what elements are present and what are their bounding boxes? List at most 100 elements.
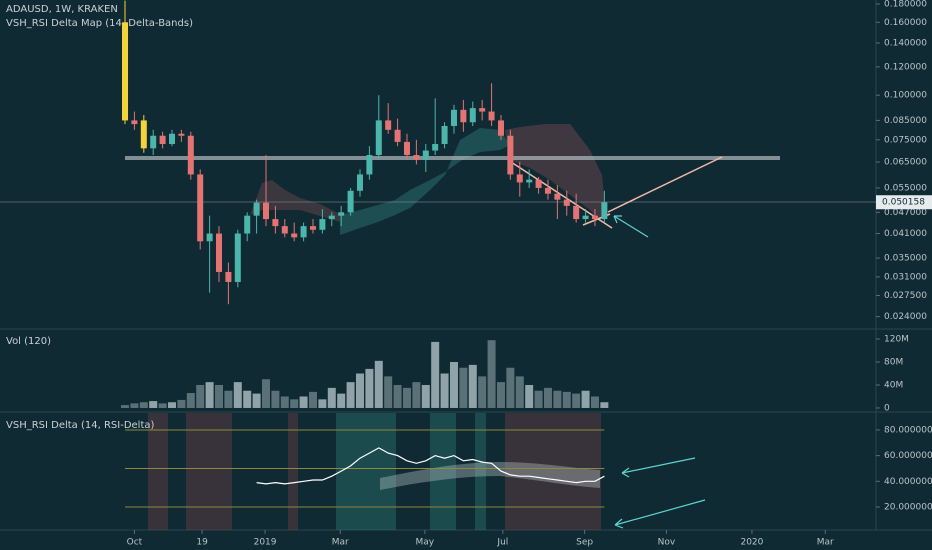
x-tick-label: Sep: [576, 538, 593, 548]
price-label-box: [876, 195, 932, 210]
volume-bar: [158, 403, 167, 408]
candle-body: [187, 135, 194, 175]
volume-bar: [271, 390, 280, 408]
volume-bar: [205, 382, 214, 408]
volume-bar: [261, 379, 270, 408]
volume-bar: [308, 391, 317, 408]
delta-band: [505, 124, 605, 222]
y-tick-label: 0.140000: [884, 38, 927, 48]
candle-body: [469, 108, 476, 123]
volume-bar: [412, 382, 421, 408]
volume-bar: [121, 405, 130, 408]
x-tick-label: May: [416, 538, 435, 548]
arrow: [621, 457, 696, 478]
y-tick-label: 0.120000: [884, 62, 927, 72]
y-tick-label: 0.047000: [884, 208, 927, 218]
volume-bar: [327, 387, 336, 408]
x-tick-label: 2019: [254, 538, 277, 548]
candle-body: [441, 125, 448, 145]
candle-body: [497, 120, 504, 136]
volume-bar: [534, 390, 543, 408]
volume-bar: [139, 402, 148, 408]
state-region: [475, 413, 486, 530]
volume-bar: [496, 382, 505, 408]
candle-body: [206, 233, 213, 242]
volume-bar: [572, 393, 581, 408]
volume-bar: [478, 376, 487, 408]
y-tick-label: 120M: [884, 335, 909, 345]
volume-bar: [431, 341, 440, 408]
volume-bar: [233, 382, 242, 408]
x-tick-label: Mar: [332, 538, 349, 548]
candle-body: [479, 108, 486, 112]
candle-body: [328, 215, 335, 220]
y-tick-label: 0.180000: [884, 0, 927, 9]
volume-bar: [553, 390, 562, 408]
candle-body: [422, 150, 429, 160]
volume-bar: [355, 373, 364, 408]
y-tick-label: 0.065000: [884, 158, 927, 168]
y-tick-label: 0.100000: [884, 91, 927, 101]
x-tick-label: Mar: [817, 538, 834, 548]
candle-body: [281, 226, 288, 234]
y-tick-label: 0.031000: [884, 272, 927, 282]
y-tick-label: 40.000000: [884, 477, 932, 487]
candle-body: [169, 133, 176, 145]
pane-title: Vol (120): [6, 336, 51, 347]
candle-body: [244, 215, 251, 234]
x-tick-label: Jul: [496, 538, 508, 548]
y-tick-label: 80.000000: [884, 425, 932, 435]
candle-body: [385, 120, 392, 130]
candle-body: [178, 133, 185, 136]
y-tick-label: 0.035000: [884, 254, 927, 264]
delta-band: [250, 180, 340, 222]
y-tick-label: 0.027500: [884, 291, 927, 301]
volume-bar: [149, 401, 158, 408]
candle-body: [338, 212, 345, 216]
volume-bar: [384, 376, 393, 408]
volume-bar: [346, 382, 355, 408]
y-tick-label: 20.000000: [884, 503, 932, 513]
volume-bar: [177, 399, 186, 408]
volume-bar: [196, 384, 205, 408]
candle-body: [573, 205, 580, 220]
candle-body: [300, 226, 307, 238]
y-tick-label: 60.000000: [884, 451, 932, 461]
candle-body: [234, 233, 241, 282]
candle-body: [253, 202, 260, 216]
y-tick-label: 0.041000: [884, 229, 927, 239]
y-tick-label: 0.024000: [884, 312, 927, 322]
y-tick-label: 0.055000: [884, 183, 927, 193]
candle-body: [150, 135, 157, 149]
rsi-line: [256, 447, 605, 485]
candle-body: [140, 120, 147, 149]
x-tick-label: 2020: [740, 538, 763, 548]
volume-bar: [468, 364, 477, 408]
candle-body: [272, 219, 279, 227]
volume-bar: [252, 393, 261, 408]
volume-bar: [243, 390, 252, 408]
volume-bar: [290, 399, 299, 408]
state-region: [186, 413, 232, 530]
arrow: [613, 215, 649, 238]
candle-body: [159, 135, 166, 145]
candle-body: [131, 120, 138, 125]
volume-bar: [543, 387, 552, 408]
arrow: [614, 499, 706, 529]
x-tick-label: 19: [196, 538, 208, 548]
candle-body: [516, 174, 523, 183]
volume-bar: [215, 384, 223, 408]
volume-bar: [600, 402, 609, 408]
volume-bar: [186, 393, 195, 408]
volume-bar: [299, 396, 308, 408]
volume-bar: [487, 340, 496, 408]
price-label: 0.050158: [882, 198, 925, 208]
trend-line: [607, 156, 723, 213]
volume-bar: [590, 396, 599, 408]
candle-body: [432, 144, 439, 151]
candle-body: [582, 215, 589, 220]
y-tick-label: 0.085000: [884, 116, 927, 126]
candle-body: [601, 202, 608, 220]
volume-bar: [581, 390, 590, 408]
